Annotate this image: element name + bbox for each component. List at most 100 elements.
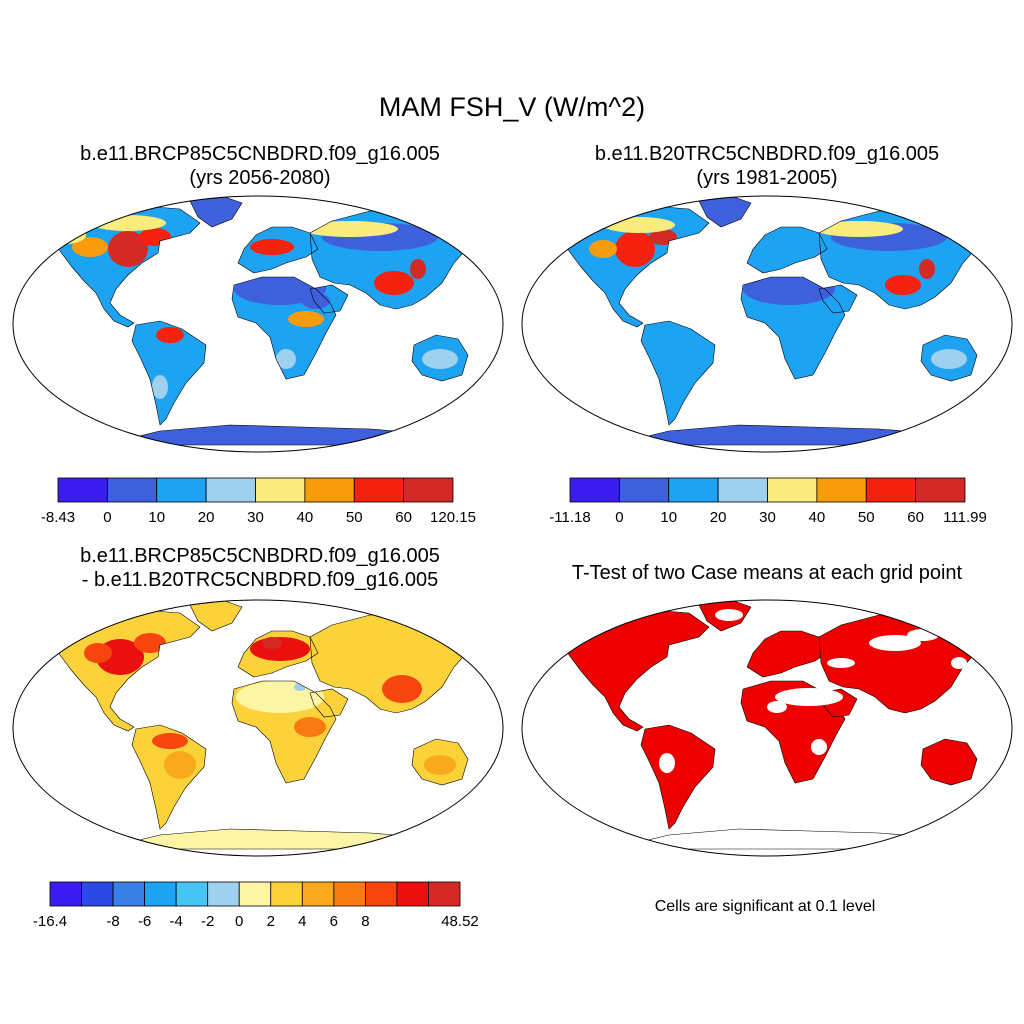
colorbar-label: -2 xyxy=(201,913,214,930)
colorbar-label: 50 xyxy=(346,509,363,526)
colorbar-box xyxy=(57,477,108,503)
value-region xyxy=(152,733,188,749)
colorbar-label: -16.4 xyxy=(33,913,67,930)
colorbar-box xyxy=(106,477,158,503)
insignificant-region xyxy=(907,629,939,641)
colorbar-label: -8 xyxy=(106,913,119,930)
colorbar-box xyxy=(175,881,209,907)
insignificant-region xyxy=(659,753,675,773)
map-border xyxy=(521,599,1013,857)
panel-3-title: b.e11.BRCP85C5CNBDRD.f09_g16.005 - b.e11… xyxy=(20,544,500,592)
colorbar-box xyxy=(767,477,818,503)
panel-1-title: b.e11.BRCP85C5CNBDRD.f09_g16.005 (yrs 20… xyxy=(20,142,500,190)
value-region xyxy=(302,293,330,309)
colorbar-box xyxy=(112,881,146,907)
colorbar-box xyxy=(304,477,355,503)
coastline-europe xyxy=(746,226,828,274)
value-region xyxy=(84,643,112,663)
value-region xyxy=(382,675,422,703)
land-north-america xyxy=(558,608,710,732)
panel-1-title-line2: (yrs 2056-2080) xyxy=(189,167,331,189)
value-region xyxy=(931,349,967,369)
land-south-america xyxy=(132,725,206,829)
colorbar-box xyxy=(49,881,82,907)
colorbar-label: 8 xyxy=(361,913,369,930)
colorbar-box xyxy=(668,477,719,503)
panel-2-title: b.e11.B20TRC5CNBDRD.f09_g16.005 (yrs 198… xyxy=(512,142,1022,190)
colorbar-label: 20 xyxy=(710,509,727,526)
figure-title: MAM FSH_V (W/m^2) xyxy=(378,92,646,122)
value-region xyxy=(134,633,166,653)
colorbar-label: 10 xyxy=(660,509,677,526)
panel-4-title: T-Test of two Case means at each grid po… xyxy=(512,561,1022,585)
value-region xyxy=(72,237,108,257)
colorbar-box xyxy=(353,477,405,503)
map-panel-2 xyxy=(521,195,1013,453)
coastline-europe xyxy=(237,226,319,274)
value-region xyxy=(374,271,414,295)
significance-note: Cells are significant at 0.1 level xyxy=(654,898,876,915)
value-region xyxy=(108,231,148,267)
value-region xyxy=(424,755,456,775)
value-region xyxy=(156,327,184,343)
land-australia xyxy=(920,738,978,786)
coastline-south-america xyxy=(640,320,716,426)
coastline-north-america xyxy=(49,204,201,328)
colorbar-label: 20 xyxy=(198,509,215,526)
colorbar-box xyxy=(428,881,461,907)
colorbar-box xyxy=(717,477,768,503)
colorbar-label: -11.18 xyxy=(549,509,590,526)
coastline-south-america xyxy=(131,320,207,426)
land-greenland xyxy=(699,197,751,227)
colorbar-label: 30 xyxy=(759,509,776,526)
land-greenland xyxy=(190,601,242,631)
coastline-australia xyxy=(411,334,469,382)
coastline-north-america xyxy=(49,608,201,732)
colorbar-box xyxy=(364,881,398,907)
insignificant-region xyxy=(775,688,843,706)
coastline-south-america xyxy=(131,724,207,830)
colorbar-box xyxy=(333,881,366,907)
value-region xyxy=(589,240,617,258)
insignificant-region xyxy=(951,657,967,669)
colorbar-box xyxy=(301,881,335,907)
land-europe xyxy=(747,227,827,273)
value-region xyxy=(885,275,921,295)
value-region xyxy=(294,717,326,737)
land-south-america xyxy=(132,321,206,425)
colorbar-box xyxy=(569,477,620,503)
value-region xyxy=(164,751,196,779)
insignificant-region xyxy=(767,701,787,713)
colorbar-box xyxy=(81,881,114,907)
map-panel-3 xyxy=(12,599,504,857)
coastline-arabia xyxy=(309,284,349,314)
panel-2-title-line1: b.e11.B20TRC5CNBDRD.f09_g16.005 xyxy=(594,143,940,165)
coastline-africa xyxy=(740,276,846,380)
colorbar-label: 40 xyxy=(809,509,826,526)
colorbar-panel-3: -16.4 -8 -6 -4 -2 0 2 4 6 8 48.52 xyxy=(33,881,479,930)
colorbar-label: 0 xyxy=(235,913,243,930)
colorbar-box xyxy=(156,477,207,503)
value-region xyxy=(410,259,426,279)
panel-4-title-line1: T-Test of two Case means at each grid po… xyxy=(571,562,963,584)
coastline-africa xyxy=(231,276,337,380)
map-border xyxy=(521,195,1013,453)
colorbar-panel-2: -11.18 0 10 20 30 40 50 60 111.99 xyxy=(549,477,987,526)
colorbar-label: 6 xyxy=(330,913,338,930)
colorbar-box xyxy=(270,881,303,907)
coastline-arabia xyxy=(818,284,858,314)
colorbar-box xyxy=(618,477,670,503)
colorbar-label: -4 xyxy=(169,913,182,930)
panel-3-title-line1: b.e11.BRCP85C5CNBDRD.f09_g16.005 xyxy=(80,545,440,567)
colorbar-label: 2 xyxy=(267,913,275,930)
colorbar-box xyxy=(403,477,454,503)
value-region xyxy=(250,239,294,255)
colorbar-label: 50 xyxy=(858,509,875,526)
insignificant-region xyxy=(715,609,743,621)
land-south-america xyxy=(640,724,716,830)
colorbar-label: -8.43 xyxy=(41,509,75,526)
value-region xyxy=(276,349,296,369)
colorbar-box xyxy=(255,477,306,503)
colorbar-label: 0 xyxy=(103,509,111,526)
colorbar-box xyxy=(816,477,867,503)
